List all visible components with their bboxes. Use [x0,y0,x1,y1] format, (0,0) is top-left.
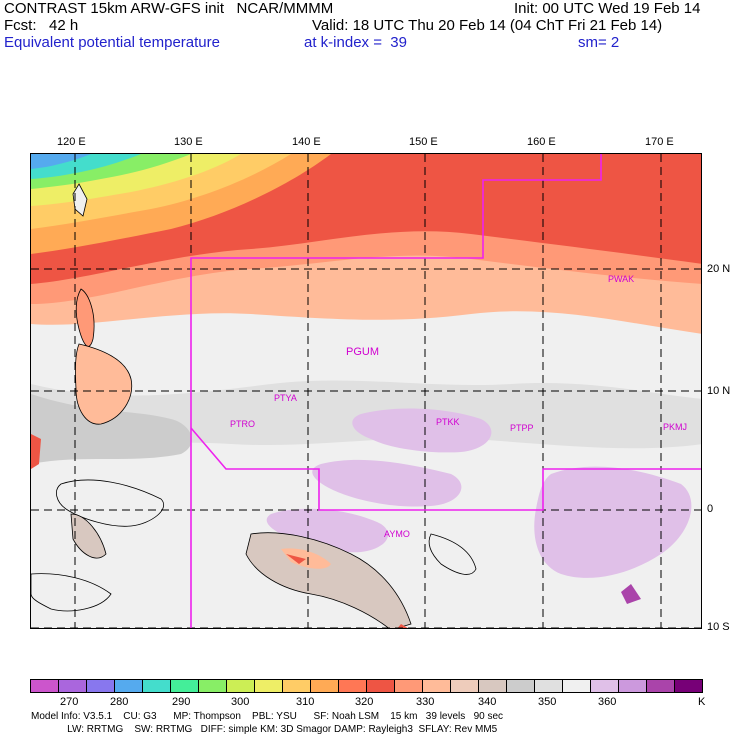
colorbar-tick-360: 360 [598,696,617,708]
footer-physics-info: LW: RRTMG SW: RRTMG DIFF: simple KM: 3D … [31,724,498,735]
region-boundary-south [190,427,701,511]
footer-model-info: Model Info: V3.5.1 CU: G3 MP: Thompson P… [31,711,504,722]
colorbar-tick-270: 270 [60,696,79,708]
station-label-pkmj: PKMJ [663,422,688,432]
colorbar-tick-320: 320 [355,696,374,708]
colorbar-swatch [618,679,647,693]
station-label-aymo: AYMO [384,529,410,539]
theta-e-map [30,153,702,629]
colorbar-swatch [282,679,311,693]
header-forecast-hour: Fcst: 42 h [4,17,79,34]
colorbar-swatch [674,679,703,693]
colorbar-tick-290: 290 [172,696,191,708]
lon-label-120e: 120 E [57,136,86,148]
colorbar-unit: K [698,696,706,708]
header-init-time: Init: 00 UTC Wed 19 Feb 14 [514,0,701,17]
header-title: CONTRAST 15km ARW-GFS init NCAR/MMMM [4,0,334,17]
header-valid-time: Valid: 18 UTC Thu 20 Feb 14 (04 ChT Fri … [312,17,663,34]
header-level: at k-index = 39 [304,34,407,51]
colorbar-swatch [506,679,535,693]
colorbar-swatch [338,679,367,693]
station-label-ptkk: PTKK [436,417,460,427]
colorbar-tick-300: 300 [231,696,250,708]
lat-label-20n: 20 N [707,263,731,275]
lon-label-170e: 170 E [645,136,674,148]
lon-label-130e: 130 E [174,136,203,148]
header-field-name: Equivalent potential temperature [4,34,220,51]
colorbar-swatch [310,679,339,693]
station-label-ptya: PTYA [274,393,297,403]
lat-label-10n: 10 N [707,385,731,397]
colorbar-tick-330: 330 [416,696,435,708]
lon-label-150e: 150 E [409,136,438,148]
station-label-pgum: PGUM [346,346,379,358]
colorbar-swatch [226,679,255,693]
colorbar-swatch [394,679,423,693]
station-label-ptro: PTRO [230,419,256,429]
colorbar-swatch [422,679,451,693]
colorbar-tick-350: 350 [538,696,557,708]
colorbar-swatch [590,679,619,693]
station-label-pwak: PWAK [608,274,635,284]
lat-label-equator: 0 [707,503,714,515]
colorbar-swatch [114,679,143,693]
lat-label-10s: 10 S [707,621,730,633]
colorbar-swatch [254,679,283,693]
colorbar-swatch [198,679,227,693]
colorbar-swatch [142,679,171,693]
colorbar-swatch [562,679,591,693]
map-canvas [31,154,701,628]
colorbar-swatch [646,679,675,693]
colorbar-swatch [86,679,115,693]
lon-label-140e: 140 E [292,136,321,148]
region-boundary [190,154,602,628]
colorbar-swatch [30,679,59,693]
station-label-ptpp: PTPP [510,423,534,433]
header-smoothing: sm= 2 [578,34,620,51]
colorbar-swatch [170,679,199,693]
colorbar-tick-310: 310 [296,696,315,708]
colorbar-swatch [58,679,87,693]
lon-label-160e: 160 E [527,136,556,148]
colorbar-tick-340: 340 [478,696,497,708]
colorbar-swatch [534,679,563,693]
colorbar-swatch [478,679,507,693]
colorbar-tick-280: 280 [110,696,129,708]
colorbar-swatch [366,679,395,693]
colorbar-swatch [450,679,479,693]
